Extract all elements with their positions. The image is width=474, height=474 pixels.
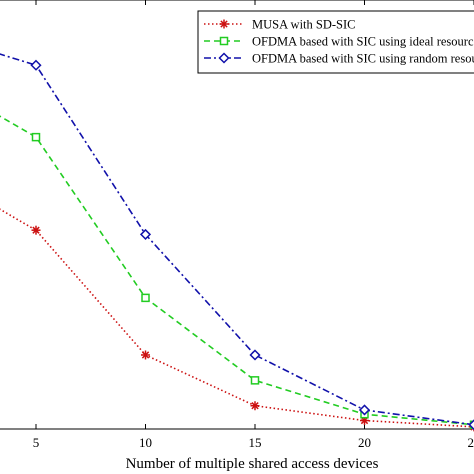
legend-entry-label: MUSA with SD-SIC [252,18,356,32]
data-point-diamond [139,228,152,240]
x-tick-label: 10 [139,435,152,450]
x-tick-label: 20 [358,435,371,450]
data-point-square [219,36,229,46]
legend-entry-label: OFDMA based with SIC using ideal resourc… [252,35,474,49]
x-axis-ticks: 5 10 15 20 25 [33,0,474,450]
data-point-star [250,401,260,411]
star-stroke [220,20,228,28]
data-point-star [219,19,229,29]
data-point-diamond [468,419,474,431]
x-tick-label: 5 [33,435,40,450]
data-point-square [31,132,41,142]
legend-box [197,10,474,74]
series-3 [0,53,474,431]
legend: MUSA with SD-SIC OFDMA based with SIC usi… [197,10,474,74]
series-1 [0,208,474,432]
x-tick-label: 25 [468,435,474,450]
data-point-diamond [30,59,42,71]
data-point-star [31,225,41,235]
legend-entry-label: OFDMA based with SIC using random resour… [252,52,474,66]
star-stroke [32,226,40,234]
series-line [0,115,474,426]
series-layer [0,53,474,432]
x-tick-label: 15 [249,435,262,450]
data-point-square [250,376,260,385]
series-line [0,53,474,426]
data-point-diamond [218,52,230,64]
star-stroke [141,351,150,359]
data-point-diamond [358,404,371,416]
series-2 [0,115,474,430]
x-axis-label: Number of multiple shared access devices [126,456,379,472]
plot-frame [0,0,474,430]
data-point-square [141,293,150,303]
data-point-diamond [249,349,261,361]
series-line [0,208,474,428]
star-stroke [251,402,259,410]
data-point-star [141,350,150,360]
